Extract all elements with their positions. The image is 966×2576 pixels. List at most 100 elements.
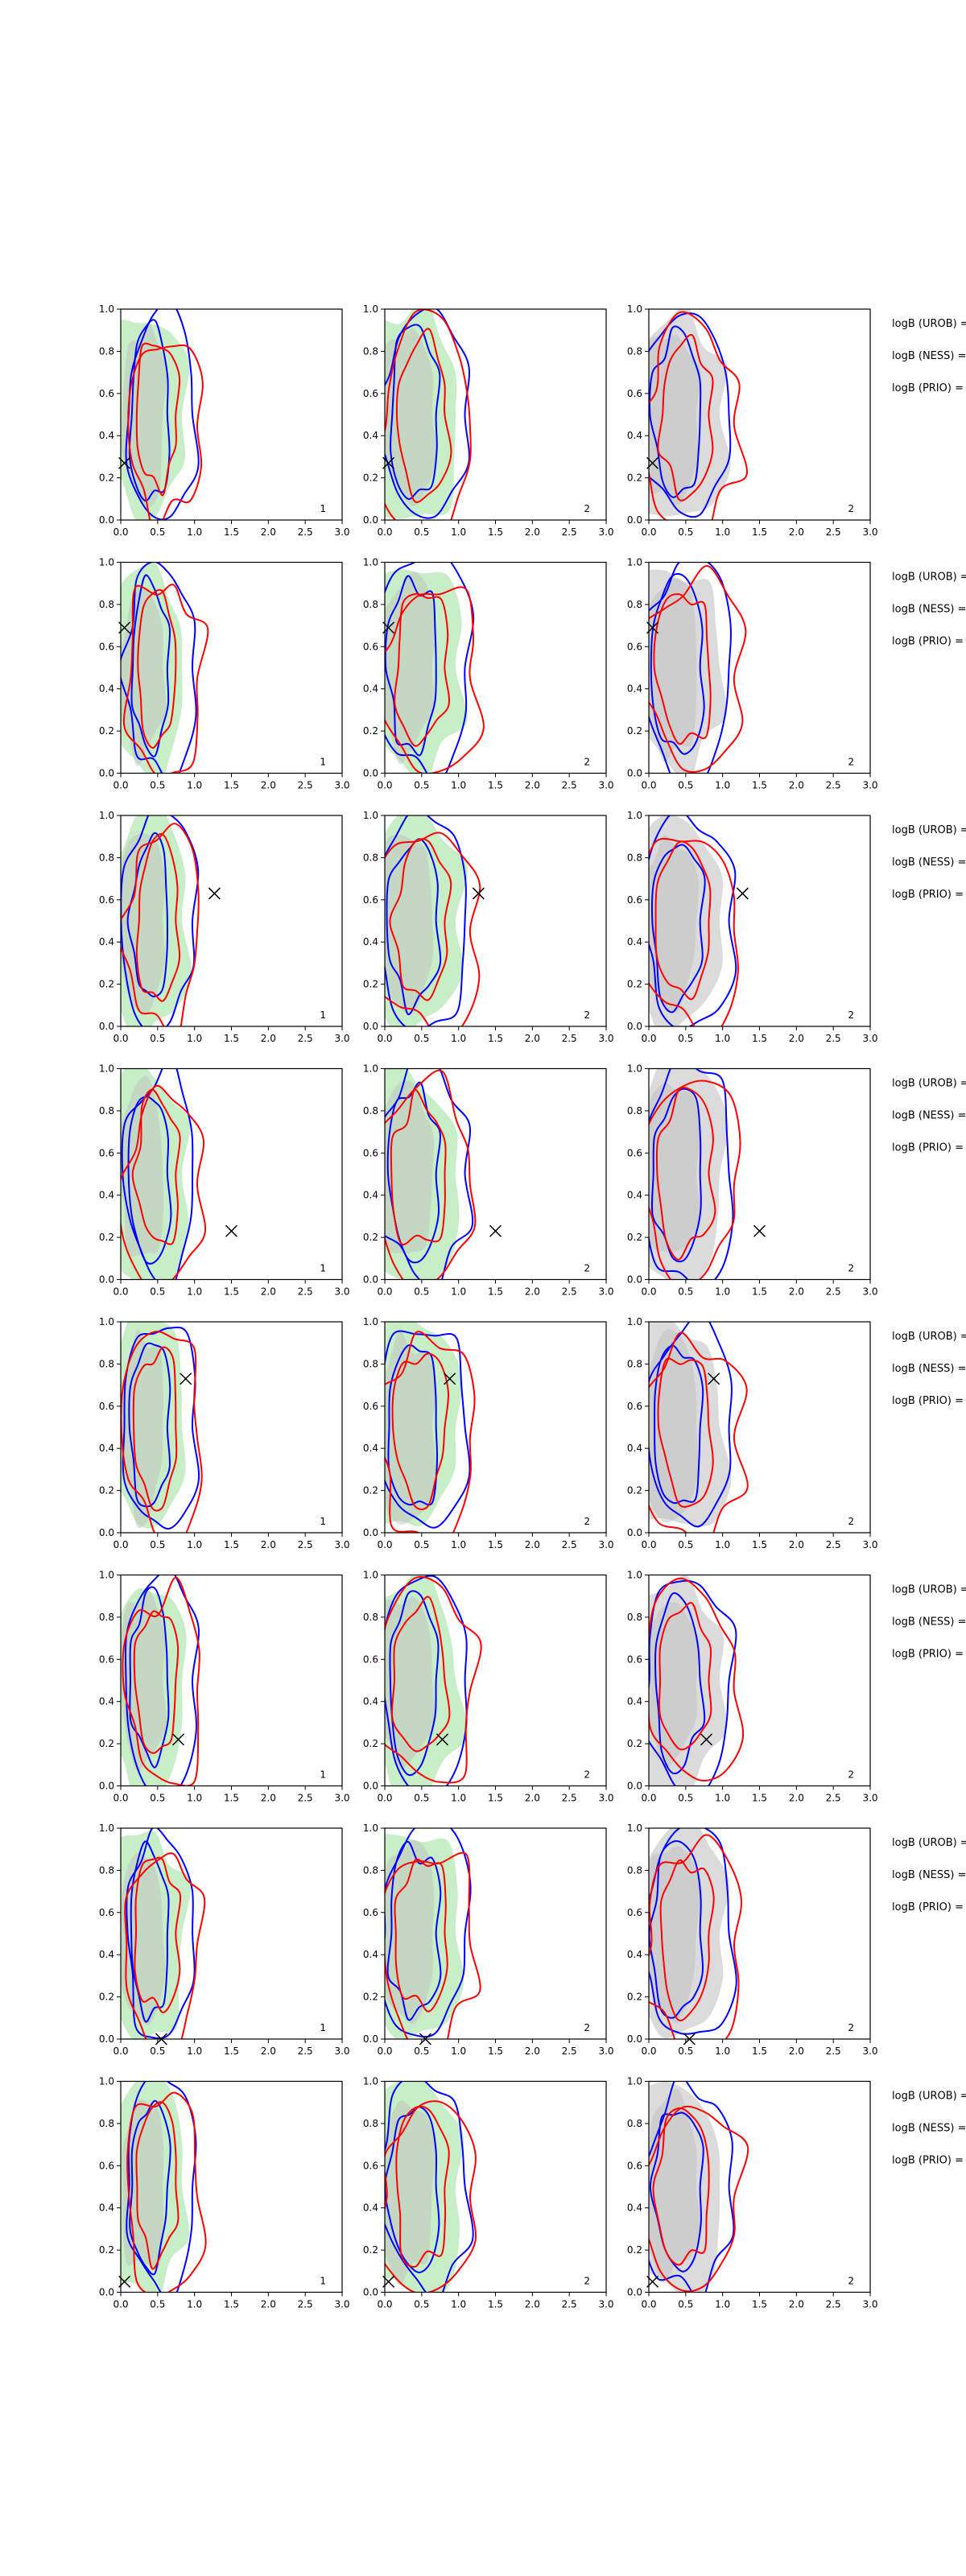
y-tick-label: 0.4 [99,1696,114,1707]
x-tick-label: 0.0 [113,1033,128,1044]
x-tick-label: 1.5 [752,1033,767,1044]
y-tick-label: 0.0 [363,514,378,526]
panel-r1-c1: 0.0 0.5 1.0 1.5 2.0 2.5 3.0 0.0 0.2 0.4 0.6 0.8 1.0 1 [99,303,350,538]
x-tick-label: 3.0 [862,1286,877,1298]
x-tick-label: 2.5 [826,780,841,791]
x-tick-label: 1.0 [187,1033,202,1044]
x-tick-label: 0.5 [678,526,693,538]
contour-layer [121,1575,200,1786]
x-tick-label: 3.0 [334,1793,349,1804]
y-tick-label: 1.0 [363,557,378,568]
x-tick-label: 0.5 [150,780,165,791]
x-tick-label: 3.0 [862,780,877,791]
side-label: logB (PRIO) = [892,1142,964,1154]
x-tick-label: 0.5 [150,1793,165,1804]
x-tick-label: 2.5 [298,1539,313,1550]
y-tick-label: 0.0 [363,1274,378,1286]
x-marker [436,1733,449,1746]
side-label: logB (UROB) = [892,1078,966,1090]
x-tick-label: 1.5 [224,2046,239,2057]
blue-contour-outer [649,1322,733,1528]
x-tick-label: 2.0 [525,1539,540,1550]
x-tick-label: 0.5 [150,526,165,538]
x-tick-label: 2.5 [826,2299,841,2310]
x-tick-label: 1.5 [752,780,767,791]
contour-layer [385,1068,477,1280]
gray-core-fill [385,1839,435,2025]
x-tick-label: 0.5 [678,2046,693,2057]
red-contour-inner [394,1858,448,2013]
y-tick-label: 0.2 [99,979,114,990]
red-contour-inner [395,328,452,503]
y-tick-label: 0.4 [363,936,378,947]
x-tick-label: 1.5 [752,2299,767,2310]
y-tick-label: 0.6 [627,1147,642,1158]
x-tick-label: 0.5 [150,1539,165,1550]
y-tick-label: 1.0 [627,303,642,315]
x-tick-label: 2.5 [826,526,841,538]
panel-label: 1 [320,503,326,514]
gray-core-fill [385,1596,436,1770]
y-tick-label: 1.0 [363,303,378,315]
x-tick-label: 0.0 [377,1793,392,1804]
blue-contour-inner [386,838,442,1016]
x-tick-label: 0.0 [641,1286,656,1298]
blue-contour-outer [649,2081,735,2293]
x-tick-label: 0.0 [377,2046,392,2057]
y-tick-label: 0.6 [99,388,114,399]
contour-layer [385,2081,477,2293]
red-contour-inner [391,1352,450,1511]
x-tick-label: 0.0 [641,1539,656,1550]
x-tick-label: 0.0 [377,2299,392,2310]
panel-r7-c2: 0.0 0.5 1.0 1.5 2.0 2.5 3.0 0.0 0.2 0.4 0.6 0.8 1.0 2 [363,1823,614,2057]
y-tick-label: 0.4 [363,683,378,695]
contour-layer [385,1322,476,1533]
gray-core-fill [385,1331,437,1525]
y-tick-label: 1.0 [627,2076,642,2087]
x-tick-label: 1.0 [451,1793,466,1804]
y-tick-label: 0.2 [99,725,114,737]
y-tick-label: 0.6 [627,1653,642,1665]
red-contour-inner [135,833,181,1002]
x-tick-label: 1.5 [224,780,239,791]
contour-layer [385,562,485,774]
y-tick-label: 0.6 [363,1653,378,1665]
y-tick-label: 0.8 [99,1105,114,1117]
y-tick-label: 0.6 [627,1401,642,1412]
x-tick-label: 3.0 [334,526,349,538]
y-tick-label: 0.2 [627,979,642,990]
x-marker [708,1373,720,1385]
panel-r5-c3: 0.0 0.5 1.0 1.5 2.0 2.5 3.0 0.0 0.2 0.4 0.6 0.8 1.0 2 [627,1316,878,1550]
x-tick-label: 3.0 [334,1033,349,1044]
y-tick-label: 0.8 [99,1612,114,1623]
side-label: logB (NESS) = [892,1110,966,1122]
red-contour-outer [649,564,747,774]
red-contour-inner [389,838,452,1001]
x-tick-label: 3.0 [598,526,613,538]
y-tick-label: 0.4 [363,1949,378,1960]
y-tick-label: 0.0 [363,768,378,779]
x-tick-label: 1.0 [715,1286,730,1298]
x-tick-label: 1.5 [752,1286,767,1298]
red-contour-outer [385,832,481,1026]
x-tick-label: 1.5 [752,1539,767,1550]
red-contour-outer [385,309,472,520]
x-tick-label: 2.0 [525,1033,540,1044]
panel-label: 1 [320,1516,326,1527]
blue-contour-outer [126,2081,197,2293]
x-tick-label: 3.0 [598,1793,613,1804]
x-tick-label: 0.0 [377,526,392,538]
y-tick-label: 0.6 [99,1653,114,1665]
y-tick-label: 0.4 [627,936,642,947]
x-tick-label: 3.0 [598,1033,613,1044]
y-tick-label: 0.4 [627,1190,642,1201]
panel-label: 2 [848,1516,854,1527]
y-tick-label: 0.2 [363,725,378,737]
x-tick-label: 0.5 [414,1033,429,1044]
x-tick-label: 3.0 [334,1286,349,1298]
panel-label: 1 [320,1009,326,1021]
x-tick-label: 0.0 [377,1539,392,1550]
x-tick-label: 1.0 [451,2299,466,2310]
gray-core-fill [649,578,697,762]
